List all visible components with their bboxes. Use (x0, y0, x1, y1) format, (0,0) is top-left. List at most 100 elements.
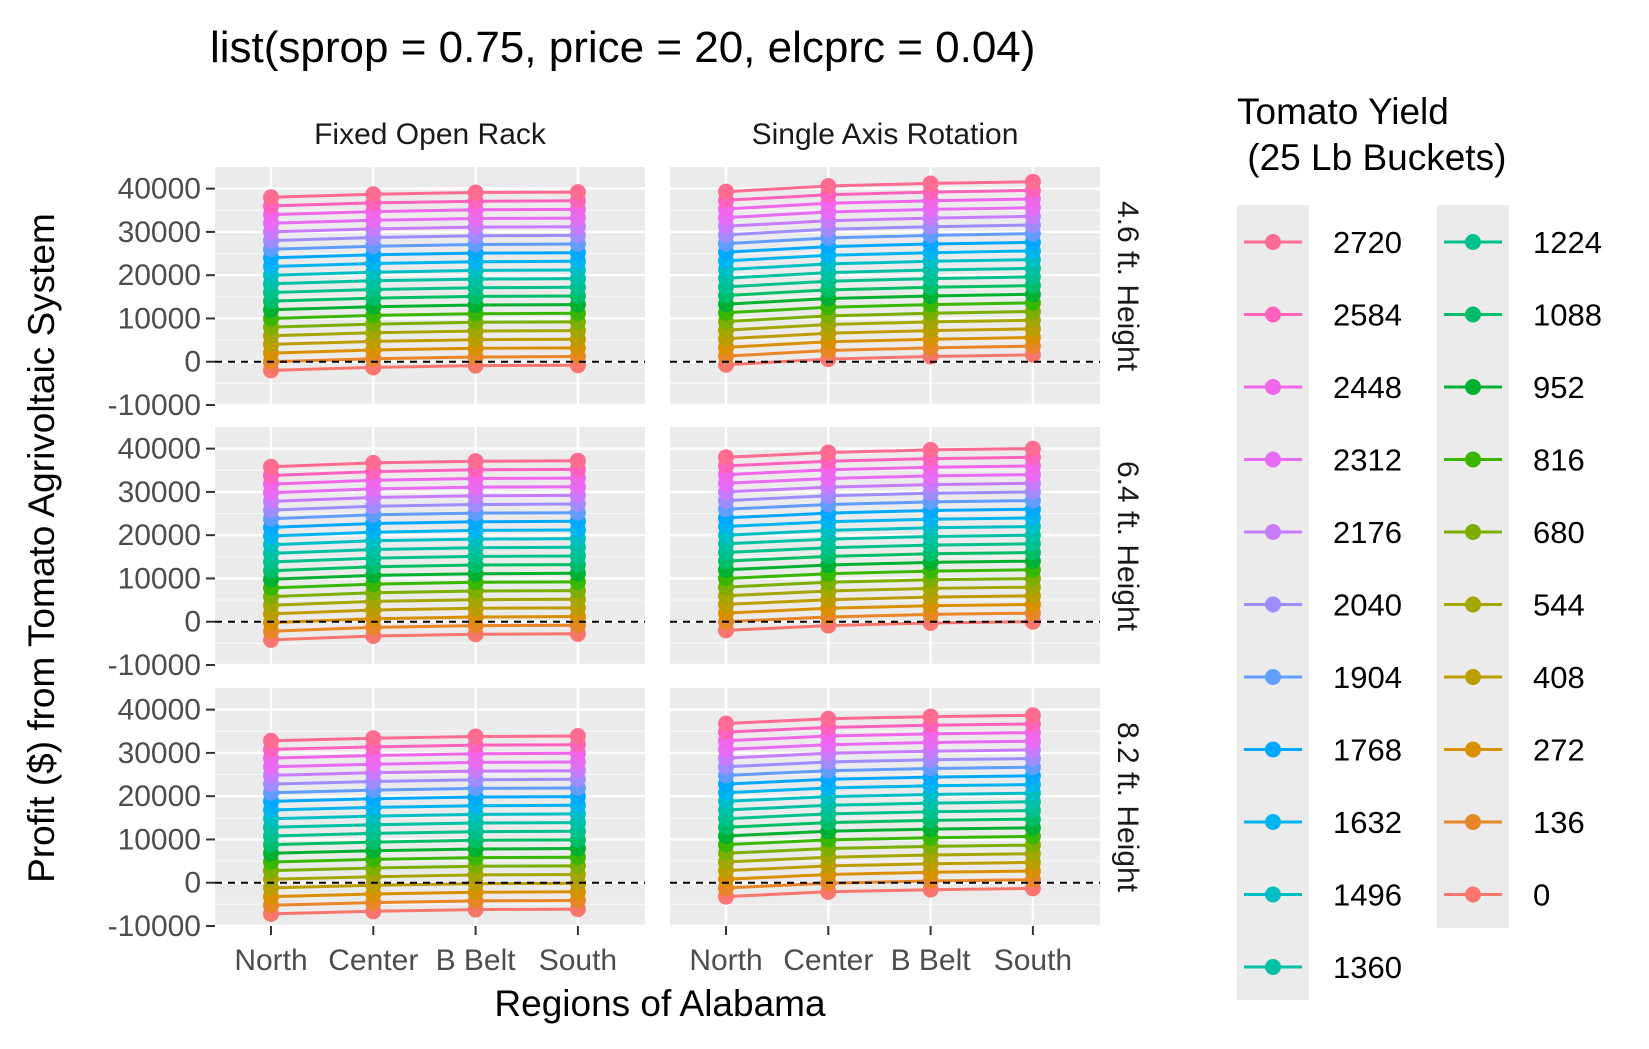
series-line (725, 809, 1033, 821)
series-line (270, 190, 578, 199)
series-line (725, 611, 1033, 624)
series-line (270, 777, 578, 786)
legend-item-2720: 2720 (1244, 225, 1402, 260)
series-line (270, 467, 578, 477)
series-line (725, 455, 1033, 468)
series-line (270, 795, 578, 803)
legend-label: 2584 (1333, 298, 1402, 333)
panel-1-1: -10000 0 10000 20000 30000 40000 (108, 167, 645, 422)
series-line (270, 554, 578, 564)
series-line (270, 838, 578, 847)
x-tick-label: South (539, 944, 617, 977)
x-tick-label: North (689, 944, 762, 977)
legend-item-272: 272 (1444, 733, 1585, 768)
series-line (270, 829, 578, 838)
series-line (725, 542, 1033, 554)
series-line (270, 519, 578, 529)
series-line (270, 760, 578, 769)
y-tick-label: 0 (184, 867, 201, 900)
data-point (263, 458, 279, 475)
y-tick-label: 20000 (118, 259, 201, 292)
series-line (725, 188, 1033, 202)
legend-item-816: 816 (1444, 443, 1585, 478)
series-line (725, 318, 1033, 332)
data-point (820, 710, 837, 727)
data-point (922, 441, 939, 458)
series-line (270, 899, 578, 907)
series-line (270, 277, 578, 286)
y-tick-label: 20000 (118, 519, 201, 552)
series-line (725, 620, 1033, 632)
series-line (725, 240, 1033, 254)
y-tick-label: 10000 (118, 302, 201, 335)
series-line (725, 843, 1033, 855)
series-line (270, 268, 578, 277)
series-line (725, 533, 1033, 546)
legend-key-point (1265, 306, 1281, 323)
data-point (365, 730, 382, 747)
x-tick-label: Center (783, 944, 873, 977)
series-line (725, 585, 1033, 598)
series-line (725, 197, 1033, 211)
legend-item-2040: 2040 (1244, 588, 1402, 623)
series-line (725, 817, 1033, 829)
series-line (270, 589, 578, 599)
series-line (725, 739, 1033, 751)
panel-2-2 (670, 427, 1100, 667)
x-tick-label: B Belt (436, 944, 517, 977)
series-line (725, 223, 1033, 237)
column-strip-label: Single Axis Rotation (752, 118, 1019, 151)
data-point (569, 184, 586, 201)
legend-label: 2040 (1333, 588, 1402, 623)
series-2720 (263, 184, 586, 206)
data-point (1024, 707, 1041, 724)
series-line (270, 769, 578, 777)
series-line (270, 355, 578, 364)
series-line (725, 602, 1033, 615)
row-strip-label: 8.2 ft. Height (1111, 722, 1144, 893)
legend-key-point (1265, 451, 1281, 468)
y-tick-label: 30000 (118, 216, 201, 249)
series-line (270, 476, 578, 486)
series-line (725, 214, 1033, 228)
legend-key-point (1465, 886, 1481, 903)
series-line (725, 258, 1033, 272)
series-2720 (718, 440, 1041, 466)
series-line (270, 907, 578, 916)
y-tick-label: -10000 (108, 649, 201, 682)
series-line (725, 490, 1033, 503)
data-point (365, 186, 382, 203)
series-1088 (718, 811, 1041, 836)
legend-item-952: 952 (1444, 370, 1585, 405)
series-line (270, 864, 578, 873)
legend-key-column-2 (1437, 205, 1509, 928)
series-line (270, 847, 578, 855)
series-line (270, 285, 578, 294)
y-tick-label: 20000 (118, 780, 201, 813)
data-point (922, 175, 939, 192)
data-point (467, 728, 484, 745)
series-line (270, 803, 578, 812)
series-line (270, 890, 578, 899)
series-line (270, 329, 578, 338)
series-line (725, 826, 1033, 838)
legend-key-point (1265, 814, 1281, 830)
legend: Tomato Yield (25 Lb Buckets) 27202584244… (1237, 91, 1602, 1000)
series-2720 (263, 452, 586, 475)
data-point (365, 454, 382, 471)
legend-key-point (1265, 959, 1281, 975)
legend-item-1360: 1360 (1244, 950, 1402, 985)
data-point (569, 728, 586, 745)
series-line (270, 242, 578, 251)
series-line (270, 216, 578, 225)
series-line (725, 473, 1033, 485)
series-line (725, 713, 1033, 725)
data-point (569, 452, 586, 469)
row-strip-label: 6.4 ft. Height (1111, 461, 1144, 632)
series-line (725, 791, 1033, 803)
legend-key-point (1465, 379, 1481, 395)
series-1360 (718, 260, 1041, 287)
legend-label: 816 (1533, 443, 1585, 478)
series-line (725, 860, 1033, 873)
